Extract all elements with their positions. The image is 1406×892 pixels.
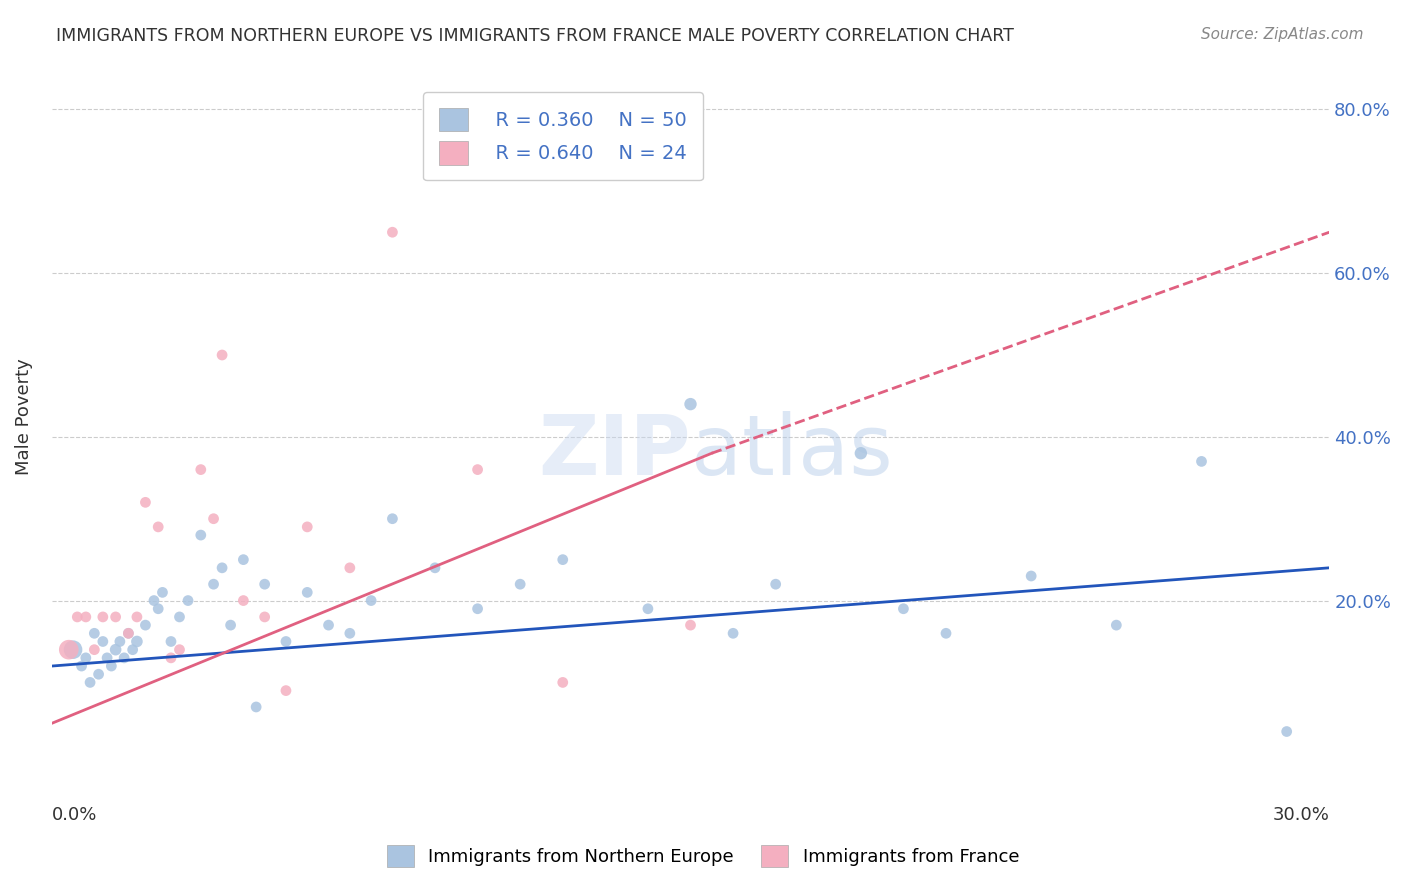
Point bbox=[75, 651, 97, 665]
Point bbox=[1191, 454, 1213, 468]
Text: Source: ZipAtlas.com: Source: ZipAtlas.com bbox=[1201, 27, 1364, 42]
Point bbox=[893, 601, 915, 615]
Point bbox=[104, 642, 127, 657]
Point bbox=[637, 601, 659, 615]
Point bbox=[66, 610, 89, 624]
Point bbox=[467, 601, 489, 615]
Point bbox=[297, 585, 319, 599]
Point bbox=[125, 610, 148, 624]
Point bbox=[134, 495, 156, 509]
Point bbox=[318, 618, 340, 632]
Point bbox=[108, 634, 131, 648]
Point bbox=[253, 577, 276, 591]
Point bbox=[1275, 724, 1298, 739]
Legend:   R = 0.360    N = 50,   R = 0.640    N = 24: R = 0.360 N = 50, R = 0.640 N = 24 bbox=[423, 92, 703, 180]
Point bbox=[211, 348, 233, 362]
Point bbox=[232, 552, 254, 566]
Point bbox=[253, 610, 276, 624]
Point bbox=[169, 642, 191, 657]
Point bbox=[70, 659, 93, 673]
Point bbox=[96, 651, 118, 665]
Legend: Immigrants from Northern Europe, Immigrants from France: Immigrants from Northern Europe, Immigra… bbox=[380, 838, 1026, 874]
Point bbox=[62, 642, 84, 657]
Point bbox=[202, 512, 225, 526]
Y-axis label: Male Poverty: Male Poverty bbox=[15, 358, 32, 475]
Text: ZIP: ZIP bbox=[538, 410, 690, 491]
Point bbox=[381, 512, 404, 526]
Point bbox=[177, 593, 200, 607]
Point bbox=[117, 626, 139, 640]
Point bbox=[169, 610, 191, 624]
Point bbox=[91, 634, 114, 648]
Point bbox=[219, 618, 242, 632]
Point bbox=[765, 577, 787, 591]
Point bbox=[160, 651, 183, 665]
Point bbox=[274, 634, 297, 648]
Point bbox=[148, 601, 170, 615]
Point bbox=[551, 552, 574, 566]
Point bbox=[211, 561, 233, 575]
Point bbox=[551, 675, 574, 690]
Point bbox=[202, 577, 225, 591]
Point bbox=[935, 626, 957, 640]
Point bbox=[190, 528, 212, 542]
Point bbox=[100, 659, 122, 673]
Point bbox=[134, 618, 156, 632]
Point bbox=[112, 651, 135, 665]
Point bbox=[142, 593, 165, 607]
Point bbox=[58, 642, 80, 657]
Point bbox=[274, 683, 297, 698]
Point bbox=[679, 618, 702, 632]
Point bbox=[160, 634, 183, 648]
Point bbox=[232, 593, 254, 607]
Point bbox=[79, 675, 101, 690]
Point bbox=[75, 610, 97, 624]
Point bbox=[339, 561, 361, 575]
Point bbox=[339, 626, 361, 640]
Point bbox=[467, 462, 489, 476]
Text: 0.0%: 0.0% bbox=[52, 806, 97, 824]
Point bbox=[849, 446, 872, 460]
Point bbox=[509, 577, 531, 591]
Text: 30.0%: 30.0% bbox=[1272, 806, 1329, 824]
Point bbox=[679, 397, 702, 411]
Point bbox=[91, 610, 114, 624]
Point bbox=[1105, 618, 1128, 632]
Point bbox=[721, 626, 744, 640]
Point bbox=[83, 626, 105, 640]
Point bbox=[148, 520, 170, 534]
Point bbox=[1019, 569, 1042, 583]
Point bbox=[125, 634, 148, 648]
Point bbox=[152, 585, 174, 599]
Text: IMMIGRANTS FROM NORTHERN EUROPE VS IMMIGRANTS FROM FRANCE MALE POVERTY CORRELATI: IMMIGRANTS FROM NORTHERN EUROPE VS IMMIG… bbox=[56, 27, 1014, 45]
Point bbox=[104, 610, 127, 624]
Point bbox=[83, 642, 105, 657]
Point bbox=[121, 642, 143, 657]
Point bbox=[87, 667, 110, 681]
Point bbox=[381, 225, 404, 239]
Point bbox=[423, 561, 446, 575]
Point bbox=[117, 626, 139, 640]
Point bbox=[245, 700, 267, 714]
Text: atlas: atlas bbox=[690, 410, 893, 491]
Point bbox=[360, 593, 382, 607]
Point bbox=[297, 520, 319, 534]
Point bbox=[190, 462, 212, 476]
